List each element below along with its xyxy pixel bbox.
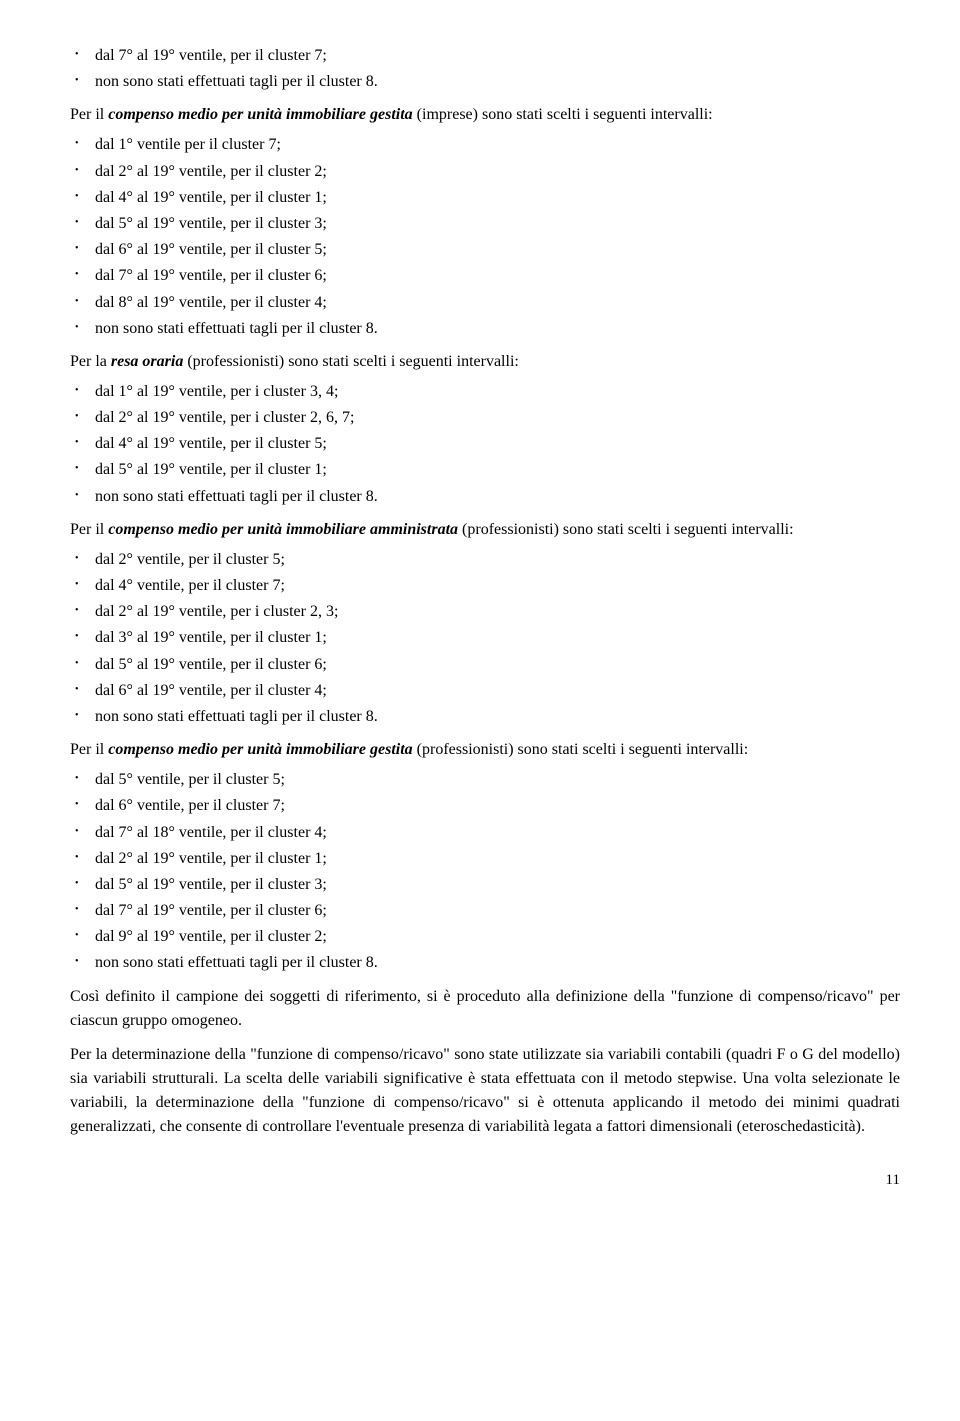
list-item: dal 1° ventile per il cluster 7; — [70, 133, 900, 156]
para-emph: compenso medio per unità immobiliare amm… — [108, 521, 458, 538]
list-item: dal 4° al 19° ventile, per il cluster 1; — [70, 186, 900, 209]
list-item: dal 7° al 19° ventile, per il cluster 6; — [70, 264, 900, 287]
list-item: dal 2° al 19° ventile, per il cluster 2; — [70, 160, 900, 183]
para-text: Per il — [70, 106, 108, 123]
list-item: dal 8° al 19° ventile, per il cluster 4; — [70, 291, 900, 314]
list-section-5: dal 5° ventile, per il cluster 5; dal 6°… — [70, 768, 900, 975]
list-item: dal 3° al 19° ventile, per il cluster 1; — [70, 626, 900, 649]
list-item: non sono stati effettuati tagli per il c… — [70, 317, 900, 340]
list-item: dal 4° al 19° ventile, per il cluster 5; — [70, 432, 900, 455]
list-item: dal 2° al 19° ventile, per i cluster 2, … — [70, 600, 900, 623]
list-section-3: dal 1° al 19° ventile, per i cluster 3, … — [70, 380, 900, 508]
list-item: dal 5° al 19° ventile, per il cluster 6; — [70, 653, 900, 676]
list-item: dal 2° al 19° ventile, per il cluster 1; — [70, 847, 900, 870]
list-item: non sono stati effettuati tagli per il c… — [70, 70, 900, 93]
intro-para-4: Per il compenso medio per unità immobili… — [70, 738, 900, 762]
page-number: 11 — [70, 1169, 900, 1192]
para-emph: compenso medio per unità immobiliare ges… — [108, 106, 412, 123]
para-text: (imprese) sono stati scelti i seguenti i… — [413, 106, 713, 123]
list-section-2: dal 1° ventile per il cluster 7; dal 2° … — [70, 133, 900, 340]
para-text: (professionisti) sono stati scelti i seg… — [183, 353, 519, 370]
list-item: non sono stati effettuati tagli per il c… — [70, 951, 900, 974]
list-section-4: dal 2° ventile, per il cluster 5; dal 4°… — [70, 548, 900, 728]
closing-para-2: Per la determinazione della "funzione di… — [70, 1043, 900, 1139]
list-item: dal 6° al 19° ventile, per il cluster 4; — [70, 679, 900, 702]
intro-para-2: Per la resa oraria (professionisti) sono… — [70, 350, 900, 374]
list-item: dal 9° al 19° ventile, per il cluster 2; — [70, 925, 900, 948]
list-item: dal 6° al 19° ventile, per il cluster 5; — [70, 238, 900, 261]
list-item: dal 1° al 19° ventile, per i cluster 3, … — [70, 380, 900, 403]
para-emph: resa oraria — [111, 353, 183, 370]
list-item: dal 5° ventile, per il cluster 5; — [70, 768, 900, 791]
list-item: dal 2° al 19° ventile, per i cluster 2, … — [70, 406, 900, 429]
list-item: dal 7° al 18° ventile, per il cluster 4; — [70, 821, 900, 844]
list-item: dal 5° al 19° ventile, per il cluster 3; — [70, 212, 900, 235]
list-item: dal 7° al 19° ventile, per il cluster 6; — [70, 899, 900, 922]
para-text: (professionisti) sono stati scelti i seg… — [458, 521, 794, 538]
para-emph: compenso medio per unità immobiliare ges… — [108, 741, 412, 758]
list-item: dal 2° ventile, per il cluster 5; — [70, 548, 900, 571]
intro-para-1: Per il compenso medio per unità immobili… — [70, 103, 900, 127]
list-item: dal 5° al 19° ventile, per il cluster 1; — [70, 458, 900, 481]
list-item: dal 7° al 19° ventile, per il cluster 7; — [70, 44, 900, 67]
para-text: (professionisti) sono stati scelti i seg… — [413, 741, 749, 758]
list-item: non sono stati effettuati tagli per il c… — [70, 705, 900, 728]
para-text: Per il — [70, 521, 108, 538]
list-item: dal 5° al 19° ventile, per il cluster 3; — [70, 873, 900, 896]
list-item: non sono stati effettuati tagli per il c… — [70, 485, 900, 508]
closing-para-1: Così definito il campione dei soggetti d… — [70, 985, 900, 1033]
list-item: dal 6° ventile, per il cluster 7; — [70, 794, 900, 817]
para-text: Per il — [70, 741, 108, 758]
list-item: dal 4° ventile, per il cluster 7; — [70, 574, 900, 597]
list-section-1: dal 7° al 19° ventile, per il cluster 7;… — [70, 44, 900, 93]
intro-para-3: Per il compenso medio per unità immobili… — [70, 518, 900, 542]
para-text: Per la — [70, 353, 111, 370]
